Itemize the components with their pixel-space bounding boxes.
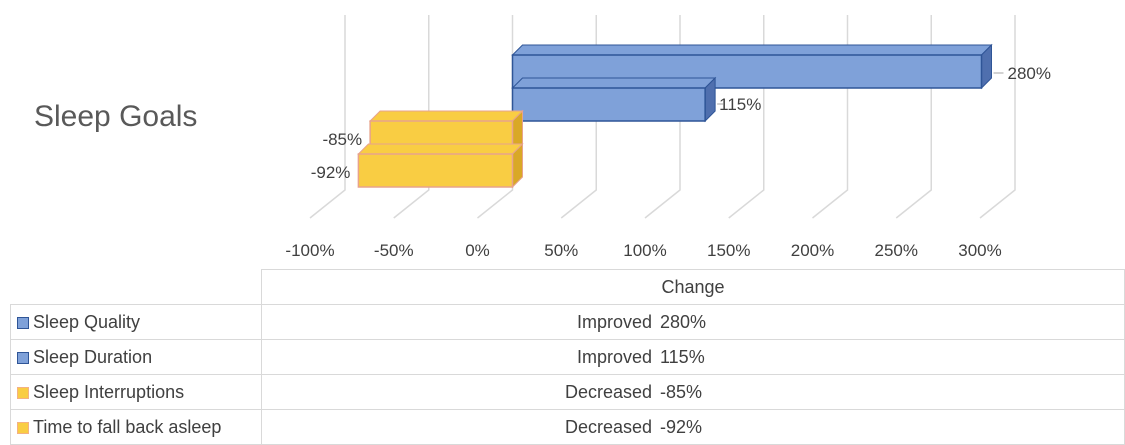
- bar-top-face: [368, 110, 524, 122]
- legend-entry: Sleep Duration: [10, 339, 262, 375]
- legend-swatch: [17, 316, 29, 329]
- table-value-cell: Improved 280%: [261, 304, 1125, 340]
- status-text: Improved: [576, 347, 652, 367]
- data-table: Change Sleep Quality Improved 280% Sleep Du…: [10, 269, 1125, 445]
- legend-label: Time to fall back asleep: [33, 416, 222, 437]
- table-value-cell: Decreased -92%: [261, 409, 1125, 445]
- gridline: [393, 15, 430, 219]
- data-label: -92%: [311, 163, 351, 182]
- gridline: [979, 15, 1016, 219]
- data-label: -85%: [322, 130, 362, 149]
- bar-top-face: [511, 77, 717, 89]
- table-row: Time to fall back asleep Decreased -92%: [10, 409, 1125, 445]
- bar-2: [511, 76, 717, 123]
- table-corner: [10, 269, 262, 305]
- status-text: Improved: [576, 312, 652, 332]
- data-label: 115%: [719, 95, 761, 114]
- x-tick-label: 150%: [707, 241, 750, 260]
- x-tick-label: -100%: [285, 241, 334, 260]
- legend-label: Sleep Quality: [33, 311, 141, 332]
- legend-swatch: [17, 386, 29, 399]
- x-tick-label: 250%: [875, 241, 918, 260]
- x-tick-label: 0%: [465, 241, 490, 260]
- percent-value: -85%: [660, 382, 703, 402]
- legend-entry: Sleep Interruptions: [10, 374, 262, 410]
- status-text: Decreased: [564, 382, 652, 402]
- percent-value: 280%: [660, 312, 707, 332]
- legend-entry: Sleep Quality: [10, 304, 262, 340]
- bar-front-face: [357, 153, 514, 188]
- table-value-cell: Decreased -85%: [261, 374, 1125, 410]
- legend-label: Sleep Duration: [33, 346, 153, 367]
- percent-value: 115%: [660, 347, 705, 367]
- x-tick-label: 100%: [623, 241, 666, 260]
- status-text: Decreased: [564, 417, 652, 437]
- table-header-row: Change: [10, 269, 1125, 305]
- bar-chart: -100% -50% 0% 50% 100% 150% 200% 250% 300% 280% 1…: [285, 15, 1051, 260]
- bar-front-face: [511, 54, 983, 89]
- bar-front-face: [511, 87, 706, 122]
- table-row: Sleep Interruptions Decreased -85%: [10, 374, 1125, 410]
- bar-4: [357, 142, 524, 189]
- percent-value: -92%: [660, 417, 703, 437]
- legend-swatch: [17, 351, 29, 364]
- table-row: Sleep Quality Improved 280%: [10, 304, 1125, 340]
- x-tick-label: 50%: [544, 241, 578, 260]
- legend-entry: Time to fall back asleep: [10, 409, 262, 445]
- data-label: 280%: [1008, 64, 1051, 83]
- bar-1: [511, 43, 993, 90]
- bar-top-face: [357, 143, 524, 155]
- x-tick-label: 200%: [791, 241, 834, 260]
- legend-swatch: [17, 421, 29, 434]
- x-tick-label: 300%: [958, 241, 1001, 260]
- bar-top-face: [511, 44, 993, 56]
- legend-label: Sleep Interruptions: [33, 381, 185, 402]
- x-tick-label: -50%: [374, 241, 414, 260]
- gridline: [309, 15, 346, 219]
- table-value-cell: Improved 115%: [261, 339, 1125, 375]
- table-header-change: Change: [261, 269, 1125, 305]
- table-row: Sleep Duration Improved 115%: [10, 339, 1125, 375]
- chart-title: Sleep Goals: [34, 100, 198, 133]
